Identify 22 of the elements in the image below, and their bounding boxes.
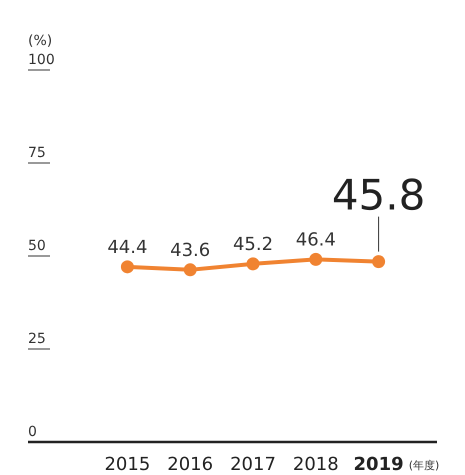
x-tick-label: 2016 (167, 454, 214, 475)
y-tick-label: 25 (28, 331, 46, 347)
point (372, 255, 386, 268)
x-tick-label: 2015 (104, 454, 150, 475)
point (184, 263, 197, 276)
x-axis-title: (年度) (408, 459, 440, 472)
x-tick-label: 2017 (230, 454, 276, 475)
data-label: 45.8 (332, 170, 426, 220)
data-label: 44.4 (107, 236, 148, 258)
y-tick-label: 75 (28, 145, 46, 161)
data-label: 45.2 (232, 234, 274, 255)
point (246, 257, 260, 270)
x-tick-label: 2018 (292, 454, 339, 475)
point (309, 252, 322, 266)
x-tick-label: 2019 (354, 454, 404, 475)
y-tick-label: 100 (28, 52, 55, 68)
data-label: 46.4 (296, 229, 336, 250)
y-tick-label: 0 (28, 424, 37, 440)
y-tick-label: 50 (28, 238, 46, 254)
y-axis-title: (%) (28, 33, 52, 49)
data-label: 43.6 (170, 240, 210, 261)
point (120, 260, 134, 274)
